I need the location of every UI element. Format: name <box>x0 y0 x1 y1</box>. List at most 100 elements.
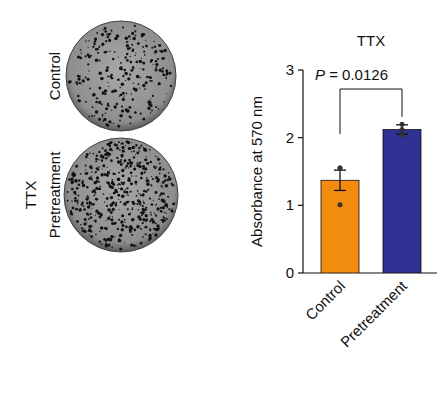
colony <box>92 203 95 206</box>
colony <box>101 43 104 46</box>
colony <box>105 123 108 126</box>
colony <box>168 172 170 174</box>
colony <box>143 148 147 152</box>
colony <box>155 106 157 108</box>
colony <box>102 116 103 117</box>
colony <box>115 221 116 222</box>
data-point <box>400 127 405 132</box>
colony <box>157 227 160 230</box>
colony <box>115 202 117 204</box>
colony <box>155 67 157 69</box>
colony <box>70 210 72 212</box>
colony <box>97 98 98 99</box>
colony <box>109 238 112 241</box>
colony <box>92 46 94 48</box>
colony <box>128 111 130 113</box>
colony <box>101 33 104 36</box>
colony <box>150 112 151 113</box>
colony <box>95 192 97 194</box>
colony <box>87 214 89 216</box>
colony <box>91 208 92 209</box>
y-tick <box>298 205 303 206</box>
colony <box>75 165 78 168</box>
colony <box>121 224 124 227</box>
data-point <box>338 202 343 207</box>
colony <box>82 230 85 233</box>
colony <box>82 184 86 188</box>
colony <box>155 156 156 157</box>
error-stem <box>339 170 340 190</box>
colony <box>145 214 148 217</box>
colony <box>106 66 109 69</box>
colony <box>110 211 113 214</box>
colony <box>160 185 162 187</box>
colony <box>98 166 100 168</box>
colony <box>136 152 139 155</box>
colony <box>146 156 147 157</box>
colony <box>133 156 135 158</box>
colony <box>121 169 125 173</box>
colony <box>81 202 84 205</box>
colony <box>71 182 73 184</box>
colony <box>86 153 89 156</box>
colony <box>107 208 111 212</box>
colony <box>133 167 136 170</box>
colony <box>142 205 144 207</box>
colony <box>154 166 156 168</box>
colony <box>112 58 114 60</box>
colony <box>134 55 135 56</box>
colony <box>125 165 128 168</box>
colony <box>150 59 153 62</box>
colony <box>125 80 126 81</box>
colony <box>106 181 109 184</box>
colony <box>124 219 126 221</box>
colony <box>155 69 158 72</box>
colony <box>102 244 103 245</box>
colony <box>139 60 143 64</box>
colony <box>121 214 124 217</box>
colony <box>130 171 133 174</box>
colony <box>91 179 93 181</box>
colony <box>117 125 120 128</box>
colony <box>128 147 131 150</box>
colony <box>88 197 89 198</box>
colony <box>110 235 114 239</box>
colony <box>154 233 158 237</box>
colony <box>124 69 127 72</box>
colony <box>163 101 164 102</box>
colony <box>114 51 116 53</box>
colony <box>86 231 87 232</box>
colony <box>100 77 103 80</box>
colony <box>104 173 107 176</box>
colony <box>129 161 133 165</box>
colony <box>71 177 74 180</box>
colony <box>144 171 146 173</box>
colony <box>142 236 144 238</box>
colony <box>79 57 82 60</box>
colony <box>95 210 98 213</box>
colony <box>91 167 93 169</box>
colony <box>152 220 155 223</box>
colony <box>85 40 86 41</box>
colony <box>155 60 157 62</box>
colony <box>126 93 128 95</box>
colony <box>132 201 135 204</box>
colony <box>134 180 137 183</box>
colony <box>113 123 114 124</box>
colony <box>73 191 76 194</box>
colony <box>122 98 125 101</box>
colony <box>109 141 112 144</box>
colony <box>166 213 167 214</box>
colony <box>118 57 119 58</box>
colony <box>111 30 113 32</box>
colony <box>121 195 124 198</box>
colony <box>150 184 152 186</box>
plate <box>66 21 176 131</box>
colony <box>143 211 145 213</box>
colony <box>126 140 129 143</box>
colony <box>132 50 134 52</box>
colony <box>86 213 89 216</box>
colony <box>104 27 107 30</box>
colony <box>139 162 141 164</box>
colony <box>144 54 146 56</box>
